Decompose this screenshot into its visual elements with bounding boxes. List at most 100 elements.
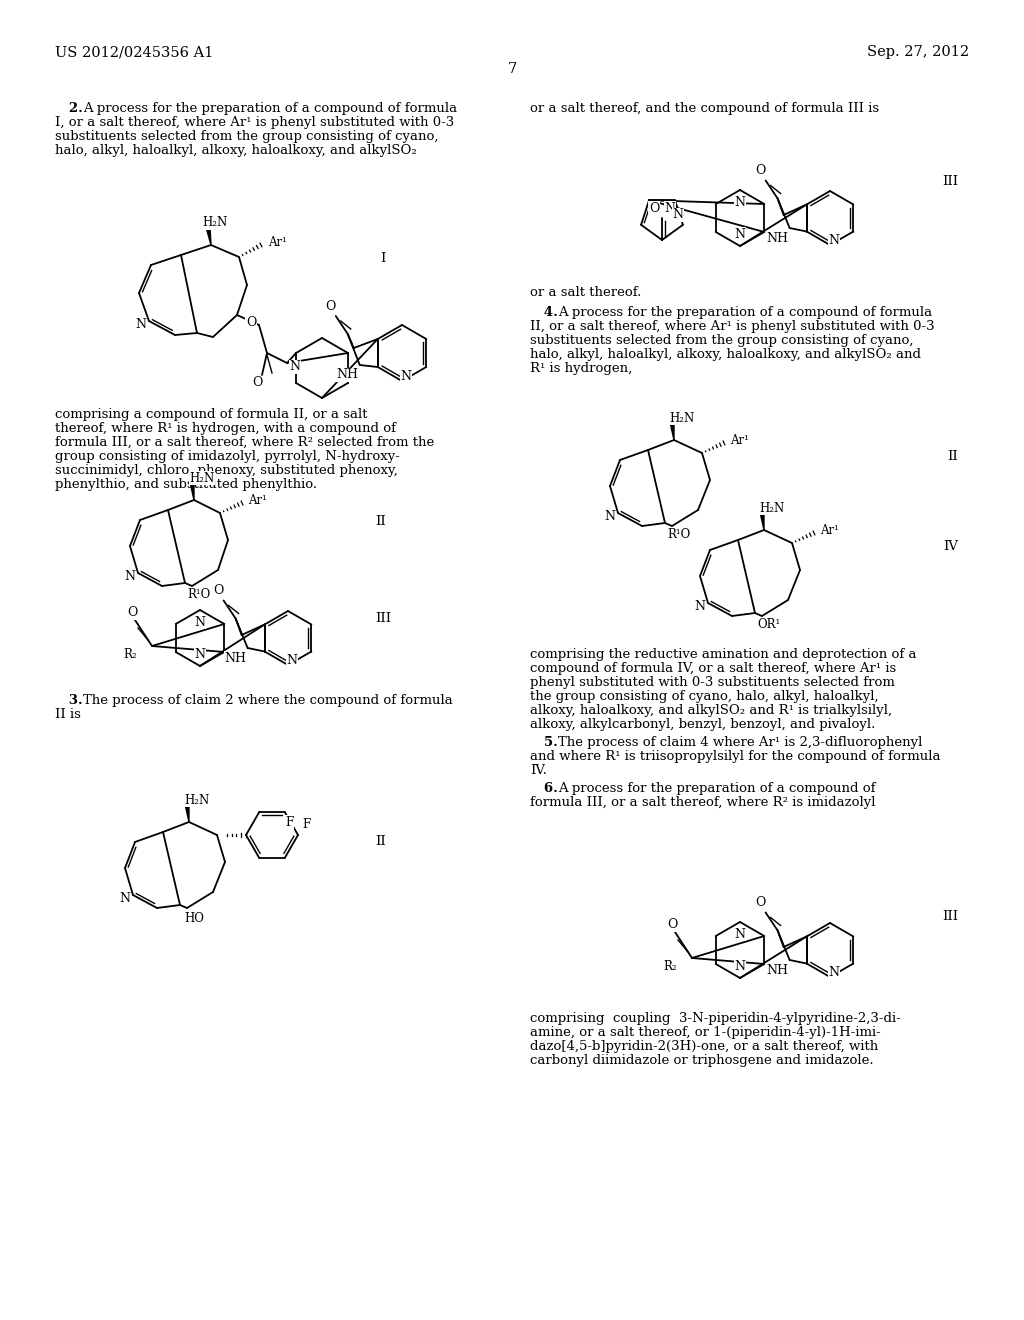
Text: The process of claim 4 where Ar¹ is 2,3-difluorophenyl: The process of claim 4 where Ar¹ is 2,3-…: [558, 737, 923, 748]
Text: amine, or a salt thereof, or 1-(piperidin-4-yl)-1H-imi-: amine, or a salt thereof, or 1-(piperidi…: [530, 1026, 881, 1039]
Text: NH: NH: [224, 652, 247, 664]
Text: succinimidyl, chloro, phenoxy, substituted phenoxy,: succinimidyl, chloro, phenoxy, substitut…: [55, 465, 398, 477]
Text: or a salt thereof, and the compound of formula III is: or a salt thereof, and the compound of f…: [530, 102, 880, 115]
Text: N: N: [734, 195, 745, 209]
Text: R₂: R₂: [664, 960, 677, 973]
Text: N: N: [828, 966, 840, 979]
Text: 6.: 6.: [530, 781, 558, 795]
Text: R₂: R₂: [123, 648, 137, 660]
Text: and where R¹ is triisopropylsilyl for the compound of formula: and where R¹ is triisopropylsilyl for th…: [530, 750, 940, 763]
Text: R¹ is hydrogen,: R¹ is hydrogen,: [530, 362, 632, 375]
Text: H₂N: H₂N: [189, 471, 215, 484]
Text: halo, alkyl, haloalkyl, alkoxy, haloalkoxy, and alkylSO₂ and: halo, alkyl, haloalkyl, alkoxy, haloalko…: [530, 348, 921, 360]
Text: H₂N: H₂N: [670, 412, 694, 425]
Text: 4.: 4.: [530, 306, 558, 319]
Text: N: N: [290, 360, 300, 374]
Text: III: III: [375, 612, 391, 624]
Text: R¹O: R¹O: [187, 589, 211, 602]
Text: substituents selected from the group consisting of cyano,: substituents selected from the group con…: [530, 334, 913, 347]
Text: NH: NH: [337, 368, 358, 381]
Polygon shape: [760, 512, 764, 531]
Text: 5.: 5.: [530, 737, 558, 748]
Polygon shape: [670, 422, 674, 440]
Text: O: O: [213, 583, 224, 597]
Text: II: II: [375, 515, 386, 528]
Text: Sep. 27, 2012: Sep. 27, 2012: [867, 45, 969, 59]
Text: alkoxy, haloalkoxy, and alkylSO₂ and R¹ is trialkylsilyl,: alkoxy, haloalkoxy, and alkylSO₂ and R¹ …: [530, 704, 892, 717]
Text: N: N: [195, 648, 206, 660]
Text: comprising  coupling  3-N-piperidin-4-ylpyridine-2,3-di-: comprising coupling 3-N-piperidin-4-ylpy…: [530, 1012, 901, 1026]
Text: R¹O: R¹O: [668, 528, 690, 541]
Text: N: N: [135, 318, 146, 330]
Text: N: N: [287, 655, 298, 668]
Text: OR¹: OR¹: [758, 619, 780, 631]
Text: II: II: [947, 450, 958, 463]
Text: phenyl substituted with 0-3 substituents selected from: phenyl substituted with 0-3 substituents…: [530, 676, 895, 689]
Text: III: III: [942, 909, 958, 923]
Text: 7: 7: [507, 62, 517, 77]
Text: N: N: [120, 892, 130, 906]
Text: A process for the preparation of a compound of: A process for the preparation of a compo…: [558, 781, 876, 795]
Text: alkoxy, alkylcarbonyl, benzyl, benzoyl, and pivaloyl.: alkoxy, alkylcarbonyl, benzyl, benzoyl, …: [530, 718, 876, 731]
Text: O: O: [667, 919, 677, 932]
Text: substituents selected from the group consisting of cyano,: substituents selected from the group con…: [55, 129, 438, 143]
Text: F: F: [302, 818, 310, 832]
Text: phenylthio, and substituted phenylthio.: phenylthio, and substituted phenylthio.: [55, 478, 317, 491]
Text: 2.: 2.: [55, 102, 83, 115]
Text: The process of claim 2 where the compound of formula: The process of claim 2 where the compoun…: [83, 694, 453, 708]
Text: carbonyl diimidazole or triphosgene and imidazole.: carbonyl diimidazole or triphosgene and …: [530, 1053, 873, 1067]
Text: II, or a salt thereof, where Ar¹ is phenyl substituted with 0-3: II, or a salt thereof, where Ar¹ is phen…: [530, 319, 935, 333]
Text: H₂N: H₂N: [203, 216, 227, 230]
Text: N: N: [125, 570, 135, 583]
Text: N: N: [734, 960, 745, 973]
Text: comprising a compound of formula II, or a salt: comprising a compound of formula II, or …: [55, 408, 368, 421]
Text: formula III, or a salt thereof, where R² is imidazolyl: formula III, or a salt thereof, where R²…: [530, 796, 876, 809]
Text: N: N: [665, 202, 676, 215]
Text: O: O: [246, 317, 256, 330]
Text: N: N: [828, 235, 840, 248]
Text: N: N: [734, 928, 745, 940]
Text: O: O: [649, 202, 659, 214]
Text: N: N: [734, 227, 745, 240]
Text: NH: NH: [767, 231, 788, 244]
Text: II: II: [375, 836, 386, 847]
Text: comprising the reductive amination and deprotection of a: comprising the reductive amination and d…: [530, 648, 916, 661]
Text: N: N: [400, 371, 412, 384]
Text: H₂N: H₂N: [184, 793, 210, 807]
Text: IV: IV: [943, 540, 958, 553]
Text: dazo[4,5-b]pyridin-2(3H)-one, or a salt thereof, with: dazo[4,5-b]pyridin-2(3H)-one, or a salt …: [530, 1040, 879, 1053]
Text: Ar¹: Ar¹: [730, 434, 750, 447]
Text: O: O: [756, 896, 766, 909]
Text: A process for the preparation of a compound of formula: A process for the preparation of a compo…: [83, 102, 457, 115]
Text: III: III: [942, 176, 958, 187]
Text: formula III, or a salt thereof, where R² selected from the: formula III, or a salt thereof, where R²…: [55, 436, 434, 449]
Text: group consisting of imidazolyl, pyrrolyl, N-hydroxy-: group consisting of imidazolyl, pyrrolyl…: [55, 450, 400, 463]
Text: compound of formula IV, or a salt thereof, where Ar¹ is: compound of formula IV, or a salt thereo…: [530, 663, 896, 675]
Text: F: F: [285, 816, 293, 829]
Text: A process for the preparation of a compound of formula: A process for the preparation of a compo…: [558, 306, 932, 319]
Text: the group consisting of cyano, halo, alkyl, haloalkyl,: the group consisting of cyano, halo, alk…: [530, 690, 879, 704]
Text: I: I: [380, 252, 385, 265]
Text: II is: II is: [55, 708, 81, 721]
Text: NH: NH: [767, 964, 788, 977]
Text: H₂N: H₂N: [760, 502, 784, 515]
Text: N: N: [673, 209, 683, 222]
Polygon shape: [185, 804, 189, 822]
Text: or a salt thereof.: or a salt thereof.: [530, 286, 641, 300]
Text: N: N: [694, 601, 706, 614]
Text: O: O: [756, 164, 766, 177]
Text: N: N: [195, 615, 206, 628]
Text: N: N: [604, 511, 615, 524]
Text: 3.: 3.: [55, 694, 83, 708]
Text: IV.: IV.: [530, 764, 547, 777]
Text: US 2012/0245356 A1: US 2012/0245356 A1: [55, 45, 213, 59]
Text: O: O: [252, 376, 262, 389]
Text: O: O: [326, 300, 336, 313]
Text: Ar¹: Ar¹: [267, 236, 287, 249]
Text: halo, alkyl, haloalkyl, alkoxy, haloalkoxy, and alkylSO₂: halo, alkyl, haloalkyl, alkoxy, haloalko…: [55, 144, 417, 157]
Text: thereof, where R¹ is hydrogen, with a compound of: thereof, where R¹ is hydrogen, with a co…: [55, 422, 396, 436]
Text: Ar¹: Ar¹: [820, 524, 840, 537]
Polygon shape: [190, 482, 194, 500]
Text: HO: HO: [184, 912, 204, 925]
Polygon shape: [206, 227, 211, 246]
